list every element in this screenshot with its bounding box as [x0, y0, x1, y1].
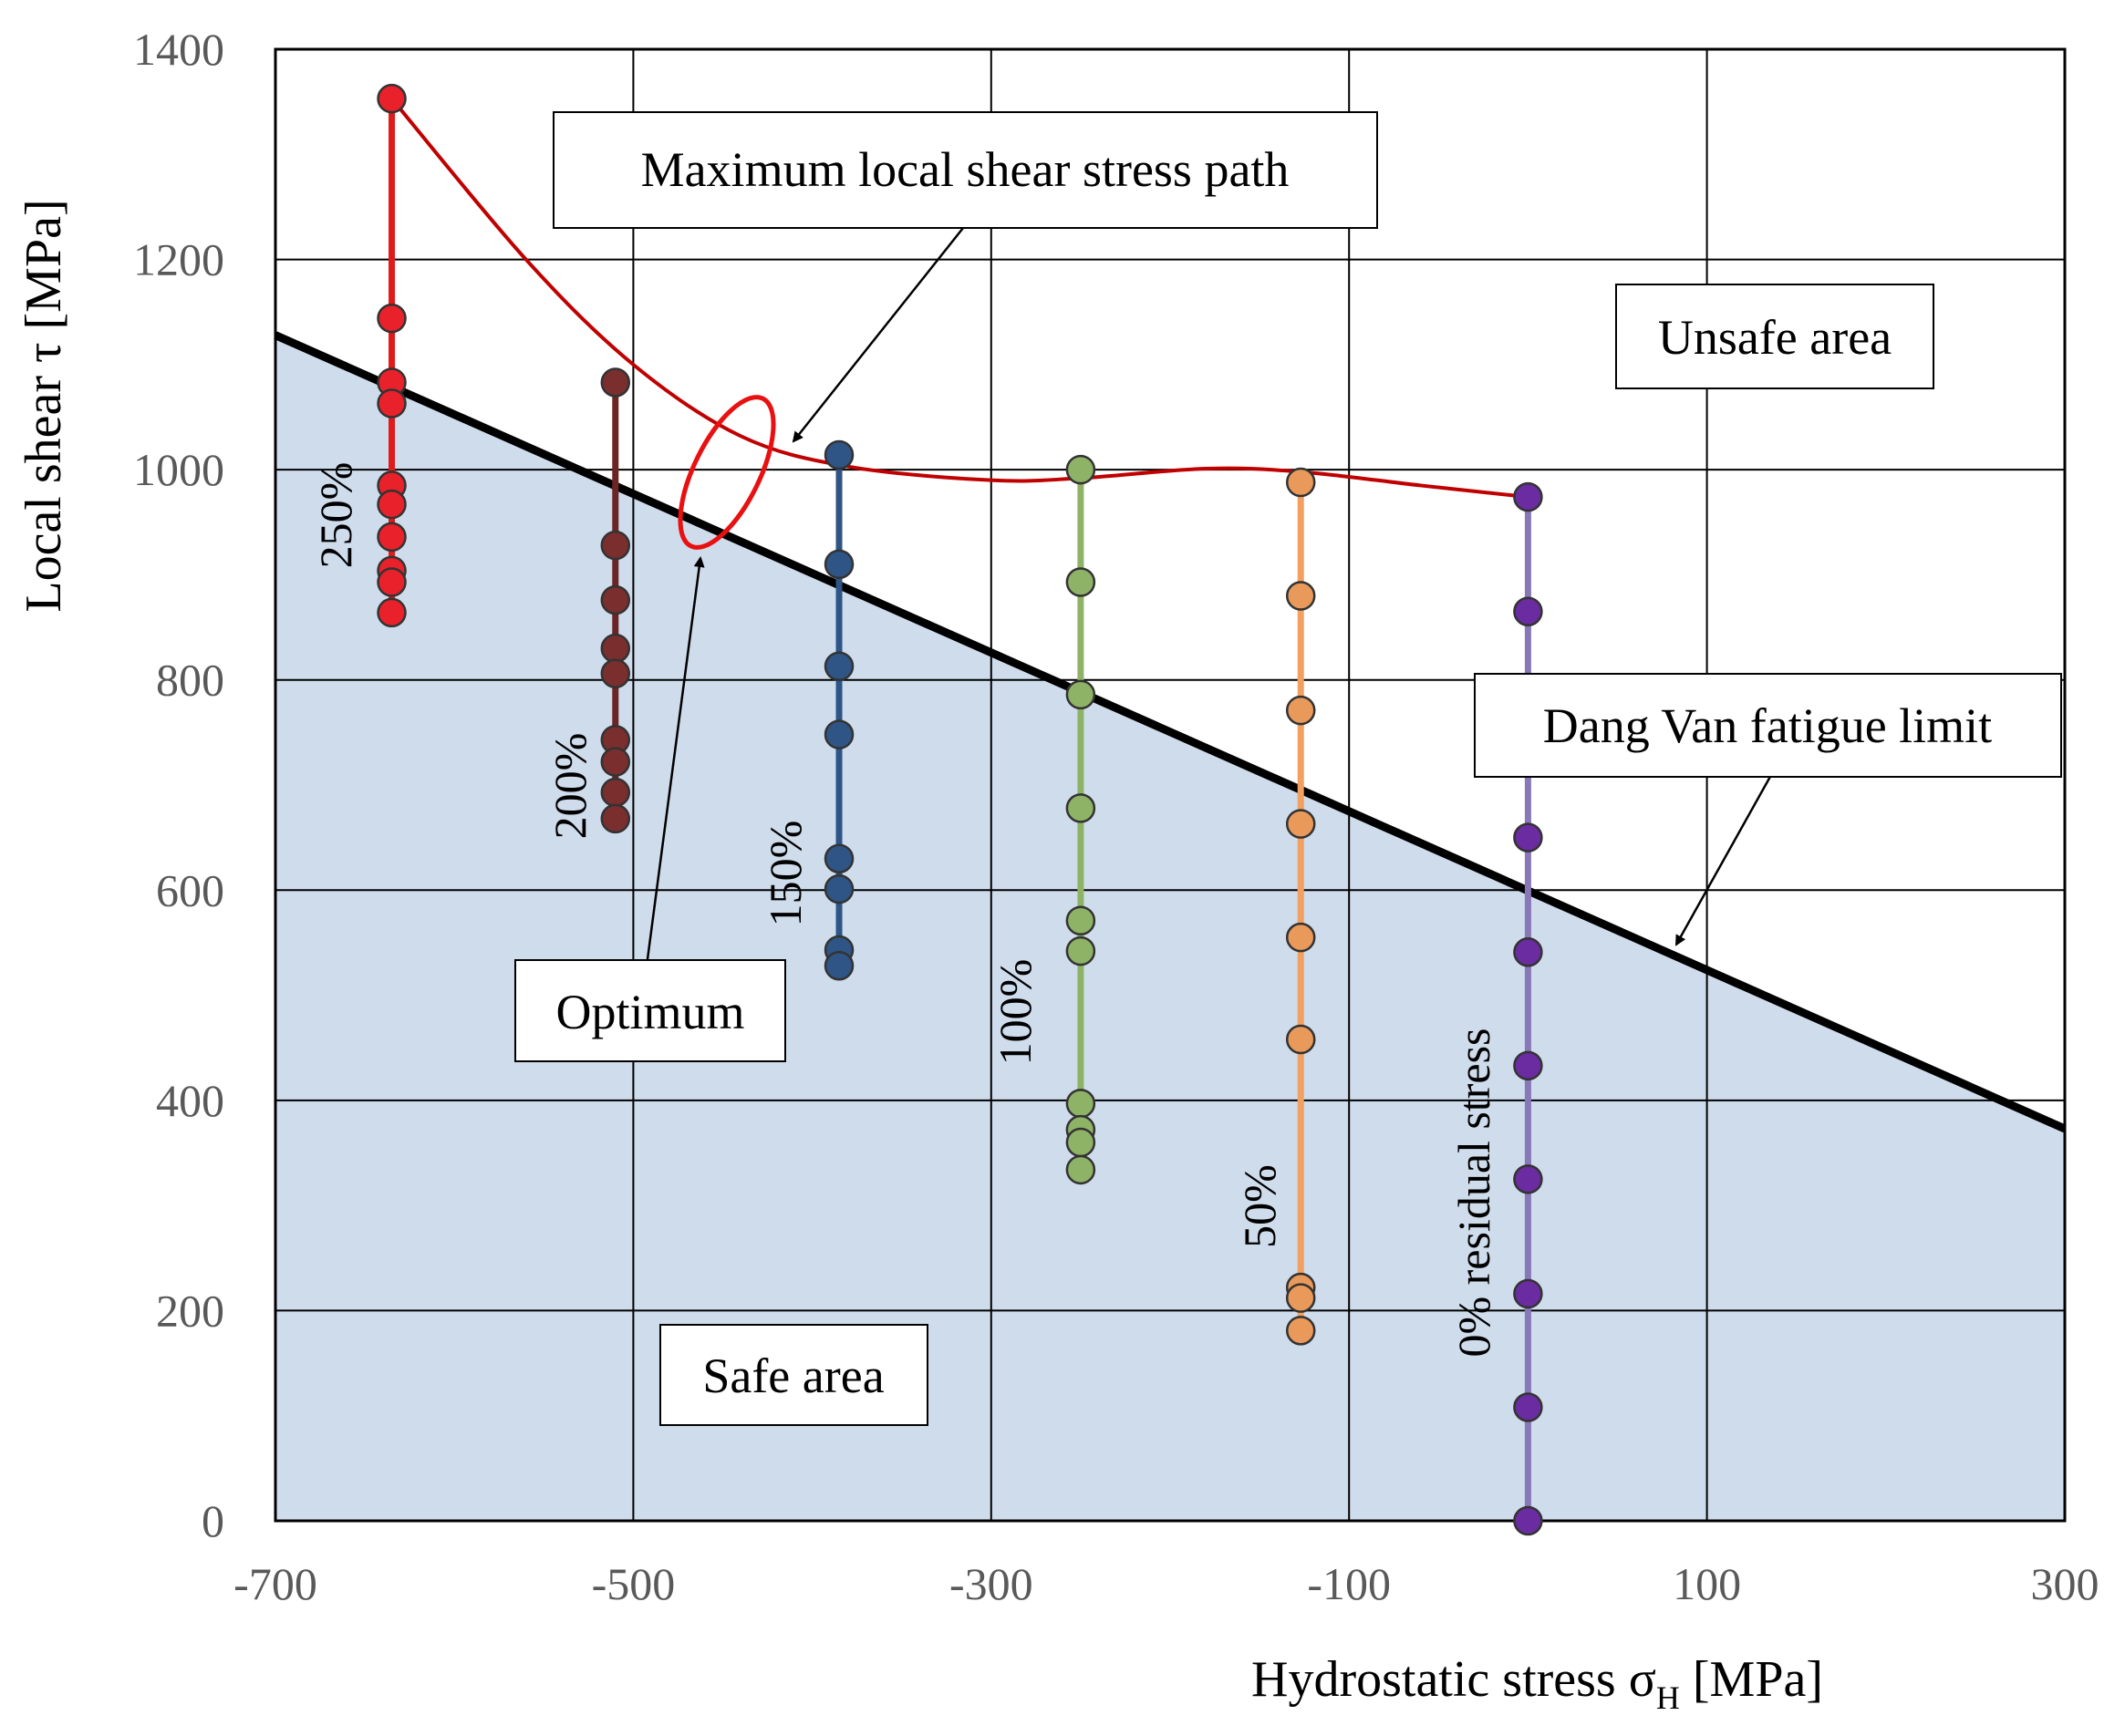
data-point [377, 388, 407, 418]
x-tick-label: -700 [233, 1558, 317, 1609]
data-point [824, 951, 855, 981]
y-tick-label: 1400 [133, 24, 224, 75]
dang-van-limit-line [274, 331, 2067, 1133]
data-point [377, 489, 407, 520]
x-axis-title-unit: [MPa] [1693, 1651, 1823, 1708]
y-tick-label: 400 [156, 1075, 224, 1126]
data-point [1065, 905, 1096, 935]
x-tick-label: 100 [1673, 1558, 1741, 1609]
data-point [1513, 1392, 1543, 1422]
data-point [1513, 822, 1543, 852]
y-tick-label: 0 [202, 1495, 224, 1546]
y-tick-label: 1000 [133, 444, 224, 495]
data-point [1285, 695, 1316, 726]
data-point [1065, 454, 1096, 485]
data-point [824, 843, 855, 873]
data-point [1285, 809, 1316, 839]
tick-labels: -700 -500 -300 -100 100 300 0 200 400 600 800 1000 1… [133, 24, 2099, 1609]
data-point [1285, 467, 1316, 498]
data-point [1285, 581, 1316, 611]
max-shear-path-line [389, 97, 1529, 500]
optimum-ellipse [678, 395, 776, 550]
x-axis-title-sub: H [1656, 1679, 1680, 1716]
max-path-text: Maximum local shear stress path [641, 142, 1290, 197]
x-tick-label: 300 [2031, 1558, 2099, 1609]
series-label-100: 100% [990, 959, 1041, 1066]
data-point [1513, 1164, 1543, 1194]
series-label-50: 50% [1234, 1164, 1285, 1248]
data-point [1513, 1505, 1543, 1536]
data-point [1065, 1127, 1096, 1158]
data-point [600, 747, 631, 777]
dang-van-limit-layer [274, 331, 2067, 1133]
series-label-0: 0% residual stress [1448, 1028, 1499, 1357]
y-axis-title: Local shear τ [MPa] [16, 199, 72, 612]
unsafe-area-text: Unsafe area [1658, 310, 1892, 365]
data-point [824, 873, 855, 904]
plot-frame [274, 47, 2067, 1523]
data-point [1285, 922, 1316, 953]
data-point [1513, 596, 1543, 627]
data-point [1065, 567, 1096, 597]
data-point [600, 777, 631, 808]
y-tick-label: 1200 [133, 234, 224, 285]
optimum-annotation: Optimum [514, 959, 786, 1062]
data-point [1513, 481, 1543, 512]
data-point [1285, 1316, 1316, 1346]
unsafe-area-annotation: Unsafe area [1615, 284, 1934, 389]
data-point [377, 303, 407, 334]
data-point [824, 651, 855, 681]
data-point [600, 633, 631, 664]
y-tick-label: 600 [156, 864, 224, 915]
data-points [377, 83, 1543, 1536]
data-point [600, 367, 631, 398]
x-tick-label: -500 [592, 1558, 676, 1609]
data-point [377, 597, 407, 628]
data-point [824, 549, 855, 580]
safe-area-text: Safe area [702, 1348, 884, 1403]
dang-van-text: Dang Van fatigue limit [1543, 698, 1992, 753]
data-point [377, 567, 407, 597]
data-point [1285, 1024, 1316, 1055]
data-point [1285, 1283, 1316, 1313]
data-point [1513, 1050, 1543, 1081]
data-point [377, 522, 407, 553]
optimum-text: Optimum [555, 985, 744, 1039]
data-point [824, 439, 855, 470]
data-point [600, 658, 631, 689]
series-label-250: 250% [310, 462, 361, 569]
max-path-annotation: Maximum local shear stress path [553, 111, 1378, 229]
data-point [824, 719, 855, 749]
x-axis-title: Hydrostatic stress σH [MPa] [1251, 1651, 1823, 1716]
data-point [1065, 1089, 1096, 1119]
data-point [1065, 1154, 1096, 1185]
data-point [377, 83, 407, 114]
dang-van-arrow [1674, 774, 1773, 946]
safe-area-region [275, 335, 2065, 1521]
data-point [600, 584, 631, 615]
safe-area-annotation: Safe area [659, 1324, 928, 1426]
series-label-150: 150% [760, 821, 811, 927]
max-path-layer [389, 97, 1529, 500]
x-tick-label: -100 [1307, 1558, 1391, 1609]
y-tick-label: 800 [156, 655, 224, 706]
max-path-arrow [792, 222, 968, 443]
y-tick-label: 200 [156, 1285, 224, 1336]
data-point [600, 803, 631, 834]
data-point [1065, 793, 1096, 823]
data-point [1065, 935, 1096, 966]
data-point [600, 530, 631, 561]
x-tick-label: -300 [949, 1558, 1033, 1609]
optimum-arrow [646, 556, 705, 960]
dang-van-annotation: Dang Van fatigue limit [1474, 673, 2062, 778]
x-axis-title-main: Hydrostatic stress σ [1251, 1651, 1656, 1708]
data-point [1065, 679, 1096, 710]
safe-area-fill [275, 335, 2065, 1521]
data-point [1513, 937, 1543, 967]
series-label-200: 200% [544, 733, 596, 840]
data-point [1513, 1278, 1543, 1309]
